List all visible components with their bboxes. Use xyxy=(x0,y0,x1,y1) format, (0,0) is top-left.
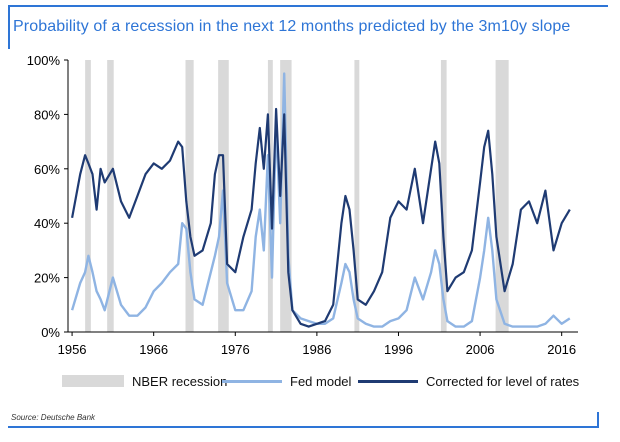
series-line-corrected-for-level-of-rates xyxy=(71,107,571,328)
y-tick-label-1: 20% xyxy=(34,271,60,286)
x-tick-label-0: 1956 xyxy=(58,342,87,357)
x-tick-label-6: 2016 xyxy=(547,342,576,357)
legend-swatch-recession xyxy=(62,375,124,387)
recession-band-1 xyxy=(107,60,114,332)
source-note: Source: Deutsche Bank xyxy=(11,413,96,422)
bottom-rule-tick xyxy=(597,412,599,428)
x-tick-label-4: 1996 xyxy=(384,342,413,357)
legend-item-recession: NBER recession xyxy=(62,372,227,390)
title-frame xyxy=(8,5,608,49)
chart-title: Probability of a recession in the next 1… xyxy=(13,18,571,35)
y-tick-label-5: 100% xyxy=(27,53,61,68)
x-tick-label-3: 1986 xyxy=(302,342,331,357)
recession-band-0 xyxy=(85,60,91,332)
y-tick-label-2: 40% xyxy=(34,216,60,231)
recession-bands xyxy=(85,60,509,332)
y-tick-label-4: 80% xyxy=(34,107,60,122)
legend-item-fed: Fed model xyxy=(222,372,351,390)
legend-swatch-corrected xyxy=(358,379,418,383)
chart-legend: NBER recession Fed model Corrected for l… xyxy=(0,372,620,390)
recession-band-2 xyxy=(185,60,194,332)
chart-plot: 0% 20% 40% 60% 80% 100% 1956 1966 1976 1986 1996 20… xyxy=(27,53,578,357)
x-tick-label-1: 1966 xyxy=(139,342,168,357)
legend-label-recession: NBER recession xyxy=(132,373,228,389)
bottom-rule xyxy=(8,426,598,428)
recession-band-8 xyxy=(495,60,509,332)
x-tick-label-2: 1976 xyxy=(221,342,250,357)
recession-band-6 xyxy=(354,60,360,332)
series-line-fed-model xyxy=(70,72,571,328)
x-tick-label-5: 2006 xyxy=(466,342,495,357)
legend-item-corrected: Corrected for level of rates xyxy=(358,372,579,390)
series-lines xyxy=(70,72,571,328)
legend-label-corrected: Corrected for level of rates xyxy=(426,373,580,389)
y-tick-label-0: 0% xyxy=(41,325,60,340)
y-tick-label-3: 60% xyxy=(34,162,60,177)
axes: 0% 20% 40% 60% 80% 100% 1956 1966 1976 1986 1996 20… xyxy=(27,53,578,357)
recession-band-7 xyxy=(440,60,447,332)
legend-label-fed: Fed model xyxy=(290,373,352,389)
legend-swatch-fed xyxy=(222,379,282,383)
